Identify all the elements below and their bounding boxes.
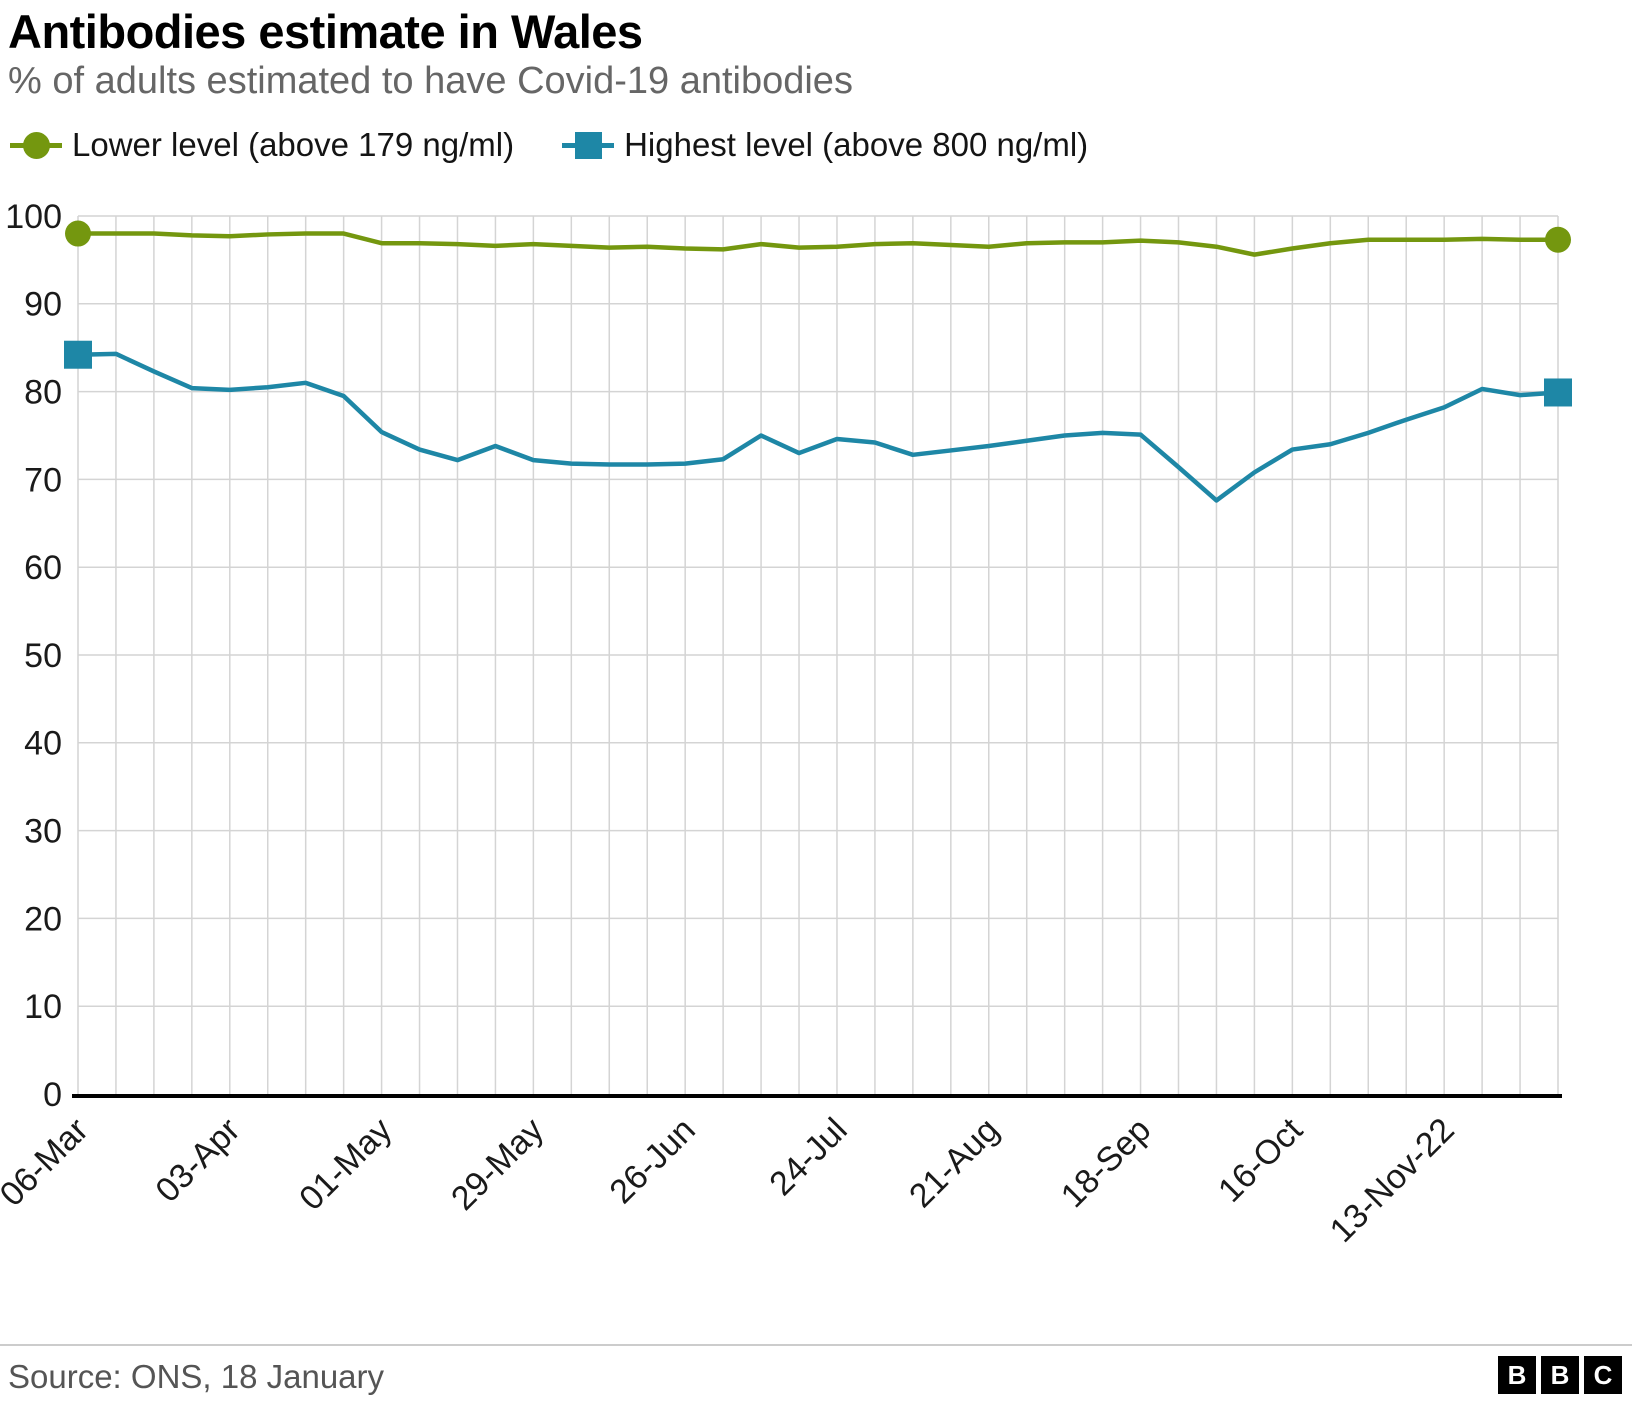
bbc-logo-block: B: [1498, 1356, 1536, 1394]
x-tick-label: 18-Sep: [1054, 1111, 1158, 1215]
y-tick-label: 10: [24, 988, 62, 1026]
x-tick-label: 16-Oct: [1211, 1110, 1310, 1209]
y-tick-label: 100: [5, 198, 62, 236]
y-tick-label: 90: [24, 286, 62, 324]
chart-subtitle: % of adults estimated to have Covid-19 a…: [8, 60, 853, 102]
x-tick-label: 24-Jul: [762, 1111, 854, 1203]
x-tick-label: 01-May: [292, 1111, 399, 1218]
y-tick-label: 50: [24, 637, 62, 675]
legend-item-highest-level: Highest level (above 800 ng/ml): [562, 126, 1088, 164]
x-tick-label: 13-Nov-22: [1323, 1111, 1462, 1250]
endpoint-circle-marker: [1545, 226, 1571, 253]
endpoint-square-marker: [64, 340, 92, 369]
endpoint-circle-marker: [65, 220, 91, 247]
x-tick-label: 21-Aug: [902, 1111, 1006, 1215]
bbc-logo-block: B: [1541, 1356, 1579, 1394]
y-tick-label: 60: [24, 549, 62, 587]
line-chart-plot: 0 10 20 30 40 50 60 70 80 90 100 06-Mar 03-Apr 01-May…: [0, 198, 1572, 1250]
y-tick-label: 20: [24, 900, 62, 938]
legend-label-lower-level: Lower level (above 179 ng/ml): [72, 126, 515, 163]
legend-label-highest-level: Highest level (above 800 ng/ml): [624, 126, 1089, 163]
legend-line-square-icon: [562, 127, 615, 163]
x-tick-label: 03-Apr: [148, 1111, 247, 1210]
legend: Lower level (above 179 ng/ml) Highest le…: [10, 126, 1088, 164]
series-line-highest-level: [75, 351, 1561, 503]
y-tick-label: 70: [24, 461, 62, 499]
x-tick-label: 06-Mar: [0, 1111, 96, 1214]
y-tick-label: 0: [43, 1076, 62, 1114]
y-tick-label: 80: [24, 374, 62, 412]
x-tick-label: 26-Jun: [602, 1111, 702, 1211]
series-line-lower-level: [75, 231, 1561, 257]
legend-item-lower-level: Lower level (above 179 ng/ml): [10, 126, 514, 164]
chart-title: Antibodies estimate in Wales: [8, 5, 643, 58]
y-tick-label: 40: [24, 725, 62, 763]
footer-divider: [0, 1344, 1632, 1346]
y-tick-label: 30: [24, 813, 62, 851]
circle-marker-icon: [23, 132, 50, 159]
bbc-logo: B B C: [1498, 1356, 1622, 1394]
endpoint-square-marker: [1544, 378, 1572, 407]
square-marker-icon: [575, 132, 603, 159]
x-tick-label: 29-May: [444, 1111, 551, 1218]
bbc-logo-block: C: [1584, 1356, 1622, 1394]
source-text: Source: ONS, 18 January: [8, 1358, 385, 1395]
legend-line-circle-icon: [10, 127, 62, 163]
